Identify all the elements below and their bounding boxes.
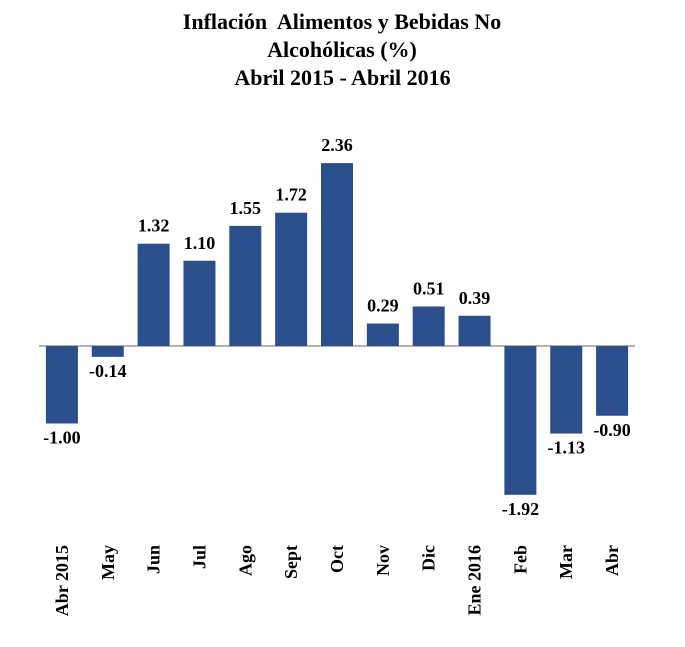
x-tick-label: Sept <box>281 545 301 579</box>
bar <box>596 346 629 416</box>
bar <box>275 212 308 346</box>
x-tick-label: Ene 2016 <box>465 545 485 616</box>
bar <box>91 346 124 357</box>
value-label: -1.00 <box>43 428 81 448</box>
bar <box>45 346 78 424</box>
value-label: 0.29 <box>367 296 399 316</box>
value-label: 1.72 <box>275 185 307 205</box>
bar <box>183 260 216 346</box>
value-label: -1.92 <box>502 499 540 519</box>
value-label: 0.51 <box>413 278 445 298</box>
value-label: 0.39 <box>459 288 491 308</box>
bar <box>550 346 583 434</box>
value-label: 1.55 <box>230 198 262 218</box>
value-label: -0.14 <box>89 361 127 381</box>
x-tick-label: May <box>98 545 118 580</box>
x-tick-label: Abr <box>602 545 622 576</box>
value-label: 2.36 <box>321 135 353 155</box>
chart-title: Inflación Alimentos y Bebidas No Alcohól… <box>182 9 506 62</box>
x-tick-label: Abr 2015 <box>52 545 72 616</box>
bar <box>137 243 170 346</box>
bar <box>412 306 445 346</box>
x-tick-label: Nov <box>373 545 393 576</box>
chart-subtitle: Abril 2015 - Abril 2016 <box>234 65 451 90</box>
x-tick-label: Jun <box>144 545 164 574</box>
x-tick-label: Ago <box>235 545 255 576</box>
bar <box>504 346 537 495</box>
value-label: -1.13 <box>547 438 585 458</box>
value-label: -0.90 <box>593 420 631 440</box>
x-tick-label: Mar <box>556 545 576 579</box>
x-tick-label: Jul <box>189 545 209 569</box>
bar <box>458 315 491 346</box>
value-label: 1.10 <box>184 233 216 253</box>
bar <box>366 323 399 346</box>
bar <box>229 225 262 346</box>
value-label: 1.32 <box>138 216 170 236</box>
bar <box>321 163 353 346</box>
x-tick-label: Oct <box>327 545 347 573</box>
x-tick-label: Dic <box>419 545 439 571</box>
x-tick-label: Feb <box>510 545 530 574</box>
